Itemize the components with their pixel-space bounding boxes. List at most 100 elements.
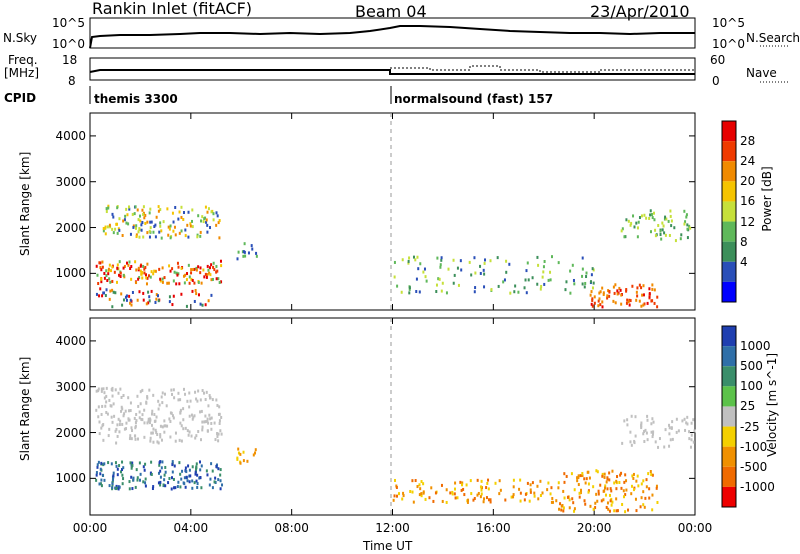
velocity-echo	[217, 412, 220, 416]
velocity-echo	[132, 476, 135, 480]
velocity-echo	[686, 415, 689, 419]
velocity-echo	[164, 484, 167, 488]
velocity-echo	[558, 507, 561, 511]
power-echo	[125, 221, 128, 225]
power-echo	[539, 287, 542, 291]
velocity-echo	[401, 497, 404, 501]
power-echo	[199, 234, 202, 238]
power-echo	[205, 220, 208, 224]
velocity-echo	[110, 415, 113, 419]
power-echo	[636, 286, 639, 290]
power-echo	[537, 263, 540, 267]
velocity-echo	[190, 434, 193, 438]
velocity-echo	[668, 432, 671, 436]
velocity-echo	[630, 492, 633, 496]
power-echo	[141, 276, 144, 280]
velocity-echo	[130, 426, 133, 430]
power-echo	[616, 292, 619, 296]
velocity-colorbar-tick: 25	[740, 399, 756, 414]
velocity-echo	[122, 414, 125, 418]
power-echo	[393, 275, 396, 279]
power-echo	[113, 270, 116, 274]
power-echo	[196, 233, 199, 237]
power-echo	[159, 221, 162, 225]
velocity-echo	[621, 502, 624, 506]
velocity-echo	[135, 468, 138, 472]
velocity-echo	[188, 414, 191, 418]
power-echo	[591, 286, 594, 290]
power-echo	[468, 260, 471, 264]
power-echo	[108, 263, 111, 267]
velocity-echo	[692, 418, 695, 422]
power-echo	[204, 303, 207, 307]
velocity-echo	[141, 388, 144, 392]
velocity-echo	[179, 398, 182, 402]
velocity-echo	[139, 390, 142, 394]
velocity-echo	[690, 433, 693, 437]
nave-tick-high: 60	[710, 53, 726, 67]
power-echo	[137, 268, 140, 272]
power-echo	[210, 263, 213, 267]
power-echo	[163, 276, 166, 280]
velocity-echo	[118, 430, 121, 434]
velocity-echo	[152, 440, 155, 444]
velocity-echo	[449, 491, 452, 495]
power-colorbar-tick: 28	[740, 134, 756, 149]
velocity-echo	[654, 440, 657, 444]
power-echo	[154, 269, 157, 273]
velocity-echo	[209, 477, 212, 481]
velocity-echo	[588, 476, 591, 480]
velocity-echo	[174, 431, 177, 435]
power-colorbar-tick: 12	[740, 214, 756, 229]
power-echo	[140, 223, 143, 227]
velocity-colorbar-swatch	[722, 406, 736, 427]
power-echo	[636, 235, 639, 239]
power-echo	[176, 261, 179, 265]
velocity-echo	[555, 499, 558, 503]
velocity-echo	[160, 438, 163, 442]
velocity-echo	[181, 469, 184, 473]
power-echo	[645, 216, 648, 220]
velocity-echo	[402, 491, 405, 495]
power-echo	[650, 299, 653, 303]
power-echo	[143, 267, 146, 271]
velocity-echo	[609, 487, 612, 491]
power-echo	[168, 227, 171, 231]
velocity-echo	[206, 419, 209, 423]
power-echo	[191, 225, 194, 229]
velocity-echo	[477, 491, 480, 495]
velocity-echo	[557, 486, 560, 490]
power-echo	[635, 290, 638, 294]
velocity-echo	[486, 481, 489, 485]
velocity-echo	[529, 488, 532, 492]
power-echo	[153, 225, 156, 229]
velocity-echo	[489, 500, 492, 504]
power-echo	[111, 305, 114, 309]
power-echo	[436, 256, 439, 260]
velocity-echo	[572, 501, 575, 505]
velocity-echo	[112, 402, 115, 406]
power-echo	[206, 264, 209, 268]
velocity-echo	[635, 479, 638, 483]
velocity-echo	[173, 486, 176, 490]
power-echo	[122, 298, 125, 302]
velocity-echo	[236, 456, 239, 460]
velocity-echo	[571, 497, 574, 501]
velocity-echo	[606, 501, 609, 505]
velocity-echo	[201, 420, 204, 424]
power-echo	[103, 271, 106, 275]
power-echo	[204, 216, 207, 220]
power-echo	[517, 290, 520, 294]
power-echo	[203, 275, 206, 279]
power-echo	[169, 224, 172, 228]
velocity-echo	[97, 387, 100, 391]
power-echo	[107, 206, 110, 210]
velocity-echo	[192, 415, 195, 419]
power-echo	[192, 268, 195, 272]
velocity-echo	[218, 405, 221, 409]
velocity-echo	[149, 436, 152, 440]
velocity-echo	[485, 486, 488, 490]
power-echo	[627, 300, 630, 304]
velocity-echo	[144, 477, 147, 481]
velocity-echo	[568, 498, 571, 502]
